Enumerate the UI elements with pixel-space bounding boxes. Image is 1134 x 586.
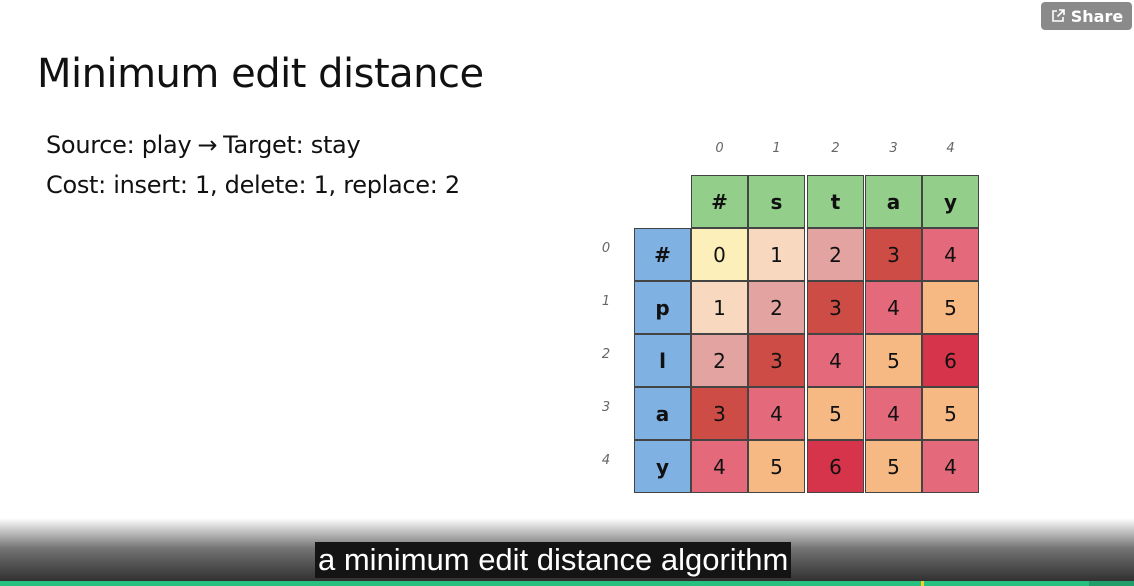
- share-icon: [1051, 9, 1065, 22]
- matrix-cell: 4: [922, 440, 979, 493]
- row-header-cell: p: [634, 281, 691, 334]
- matrix-cell: 1: [748, 228, 805, 281]
- matrix-cell: 2: [748, 281, 805, 334]
- column-header-cell: s: [748, 175, 805, 228]
- matrix-cell: 2: [691, 334, 748, 387]
- row-index: 4: [601, 453, 611, 468]
- matrix-cell: 3: [748, 334, 805, 387]
- row-header-cell: a: [634, 387, 691, 440]
- row-header-cell: #: [634, 228, 691, 281]
- right-arrow-icon: →: [197, 131, 218, 159]
- row-index: 1: [601, 294, 611, 309]
- share-button[interactable]: Share: [1041, 2, 1132, 30]
- matrix-cell: 5: [865, 334, 922, 387]
- column-index: 3: [889, 141, 898, 156]
- column-header-cell: t: [807, 175, 864, 228]
- video-progress-bar[interactable]: [0, 581, 1134, 586]
- row-header-cell: y: [634, 440, 691, 493]
- column-header-cell: a: [865, 175, 922, 228]
- row-header-cell: l: [634, 334, 691, 387]
- matrix-cell: 0: [691, 228, 748, 281]
- matrix-cell: 6: [807, 440, 864, 493]
- share-label: Share: [1070, 6, 1124, 26]
- matrix-cell: 3: [865, 228, 922, 281]
- matrix-cell: 2: [807, 228, 864, 281]
- matrix-cell: 1: [691, 281, 748, 334]
- matrix-cell: 4: [807, 334, 864, 387]
- matrix-cell: 4: [748, 387, 805, 440]
- row-index: 0: [601, 241, 611, 256]
- matrix-cell: 4: [865, 387, 922, 440]
- source-target-line: Source: play → Target: stay: [46, 131, 361, 159]
- matrix-cell: 5: [807, 387, 864, 440]
- matrix-cell: 4: [865, 281, 922, 334]
- target-label: Target: stay: [223, 131, 361, 159]
- caption-text: a minimum edit distance algorithm: [315, 542, 792, 578]
- column-index: 2: [831, 141, 840, 156]
- row-index: 2: [601, 347, 611, 362]
- column-index: 1: [772, 141, 781, 156]
- matrix-cell: 5: [748, 440, 805, 493]
- cost-line: Cost: insert: 1, delete: 1, replace: 2: [46, 171, 460, 199]
- column-header-cell: #: [691, 175, 748, 228]
- source-label: Source: play: [46, 131, 192, 159]
- column-header-cell: y: [922, 175, 979, 228]
- matrix-cell: 3: [691, 387, 748, 440]
- progress-played: [0, 581, 1089, 586]
- column-index: 4: [946, 141, 955, 156]
- matrix-cell: 3: [807, 281, 864, 334]
- matrix-cell: 4: [691, 440, 748, 493]
- matrix-cell: 5: [865, 440, 922, 493]
- matrix-cell: 4: [922, 228, 979, 281]
- row-index: 3: [601, 400, 611, 415]
- column-index: 0: [715, 141, 724, 156]
- progress-marker: [921, 581, 924, 586]
- slide-title: Minimum edit distance: [37, 51, 484, 97]
- matrix-cell: 5: [922, 281, 979, 334]
- matrix-cell: 6: [922, 334, 979, 387]
- matrix-cell: 5: [922, 387, 979, 440]
